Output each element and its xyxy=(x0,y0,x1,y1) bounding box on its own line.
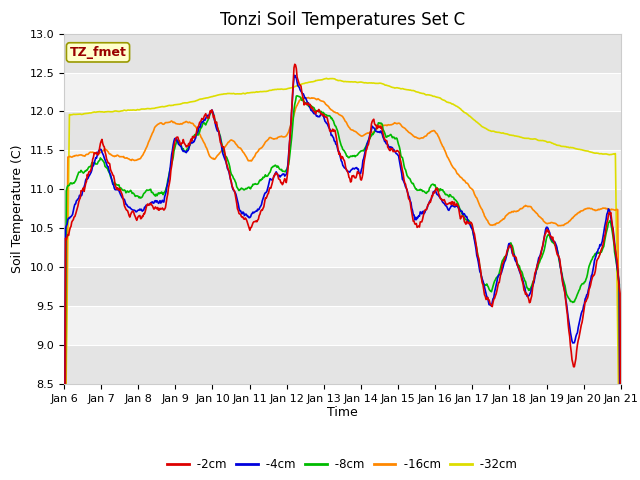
Bar xyxy=(64,267,621,306)
Bar xyxy=(64,189,621,228)
X-axis label: Time: Time xyxy=(327,407,358,420)
Legend:  -2cm,  -4cm,  -8cm,  -16cm,  -32cm: -2cm, -4cm, -8cm, -16cm, -32cm xyxy=(163,454,522,476)
Y-axis label: Soil Temperature (C): Soil Temperature (C) xyxy=(11,144,24,273)
Bar xyxy=(64,306,621,345)
Bar xyxy=(64,228,621,267)
Bar xyxy=(64,111,621,150)
Title: Tonzi Soil Temperatures Set C: Tonzi Soil Temperatures Set C xyxy=(220,11,465,29)
Bar xyxy=(64,34,621,72)
Text: TZ_fmet: TZ_fmet xyxy=(70,46,127,59)
Bar xyxy=(64,345,621,384)
Bar xyxy=(64,150,621,189)
Bar xyxy=(64,72,621,111)
